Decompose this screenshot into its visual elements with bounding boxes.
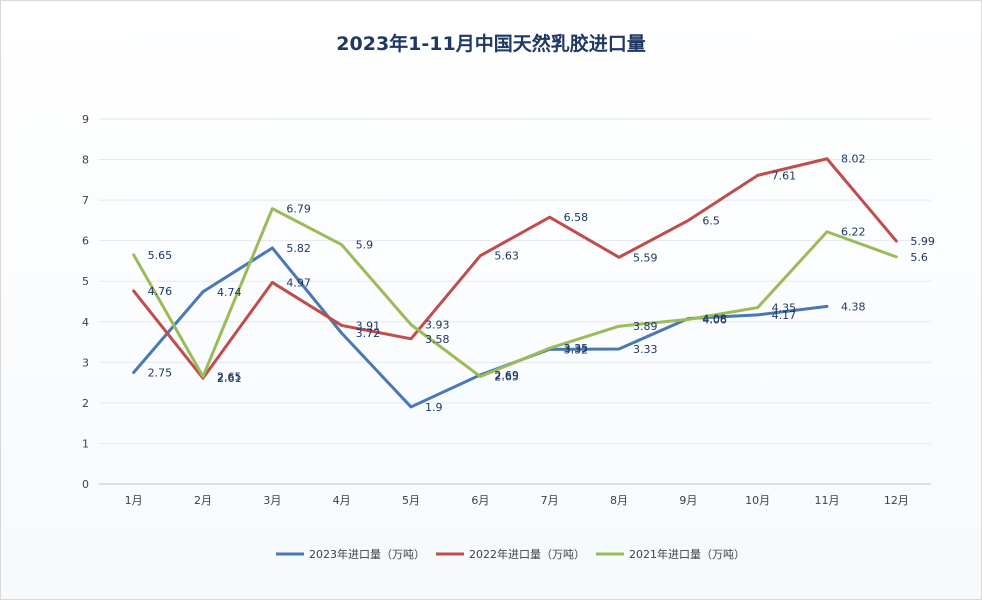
data-label: 3.72 bbox=[356, 327, 381, 340]
y-tick-label: 8 bbox=[82, 154, 89, 167]
data-label: 2.65 bbox=[494, 371, 519, 384]
data-label: 5.65 bbox=[148, 249, 173, 262]
y-tick-label: 5 bbox=[82, 275, 89, 288]
data-label: 2.61 bbox=[217, 372, 242, 385]
x-tick-label: 5月 bbox=[402, 494, 420, 507]
y-axis-ticks: 0 1 2 3 4 5 6 7 8 9 bbox=[82, 113, 89, 491]
x-axis-ticks: 1月 2月 3月 4月 5月 6月 7月 8月 9月 10月 11月 12月 bbox=[125, 494, 909, 507]
data-label: 5.63 bbox=[494, 250, 519, 263]
x-tick-label: 8月 bbox=[610, 494, 628, 507]
x-tick-label: 3月 bbox=[263, 494, 281, 507]
series-lines bbox=[132, 157, 898, 409]
y-tick-label: 4 bbox=[82, 316, 89, 329]
legend-label: 2022年进口量（万吨） bbox=[469, 547, 585, 561]
data-label: 4.74 bbox=[217, 286, 242, 299]
data-label: 1.9 bbox=[425, 401, 443, 414]
y-tick-label: 3 bbox=[82, 356, 89, 369]
legend-item-1: 2022年进口量（万吨） bbox=[436, 547, 585, 561]
data-label: 3.35 bbox=[564, 342, 589, 355]
legend-label: 2021年进口量（万吨） bbox=[629, 547, 745, 561]
data-label: 5.82 bbox=[286, 242, 311, 255]
data-label: 6.22 bbox=[841, 226, 866, 239]
x-tick-label: 12月 bbox=[884, 494, 909, 507]
x-tick-label: 1月 bbox=[125, 494, 143, 507]
data-label: 2.69 bbox=[494, 369, 519, 382]
x-tick-label: 7月 bbox=[541, 494, 559, 507]
y-tick-label: 9 bbox=[82, 113, 89, 126]
data-label: 4.38 bbox=[841, 300, 866, 313]
data-label: 5.99 bbox=[910, 235, 935, 248]
x-tick-label: 4月 bbox=[333, 494, 351, 507]
data-label: 6.79 bbox=[286, 203, 311, 216]
data-label: 6.58 bbox=[564, 211, 589, 224]
data-label: 4.08 bbox=[702, 313, 727, 326]
data-label: 3.32 bbox=[564, 343, 589, 356]
data-label: 8.02 bbox=[841, 153, 866, 166]
x-tick-label: 2月 bbox=[194, 494, 212, 507]
data-label: 3.58 bbox=[425, 333, 450, 346]
gridlines bbox=[99, 118, 931, 485]
y-tick-label: 1 bbox=[82, 437, 89, 450]
legend: 2023年进口量（万吨） 2022年进口量（万吨） 2021年进口量（万吨） bbox=[276, 547, 745, 561]
chart-title: 2023年1-11月中国天然乳胶进口量 bbox=[336, 33, 646, 55]
x-tick-label: 11月 bbox=[815, 494, 840, 507]
series-line-1 bbox=[132, 157, 898, 380]
data-label: 3.89 bbox=[633, 320, 658, 333]
y-tick-label: 6 bbox=[82, 235, 89, 248]
data-label: 3.93 bbox=[425, 319, 450, 332]
data-label: 7.61 bbox=[772, 169, 797, 182]
data-label: 2.75 bbox=[148, 366, 173, 379]
data-label: 4.06 bbox=[702, 313, 727, 326]
legend-item-0: 2023年进口量（万吨） bbox=[276, 547, 425, 561]
data-label: 6.5 bbox=[702, 214, 720, 227]
data-label: 4.17 bbox=[772, 309, 797, 322]
y-tick-label: 0 bbox=[82, 478, 89, 491]
x-tick-label: 10月 bbox=[745, 494, 770, 507]
data-labels: 2.754.745.823.721.92.693.32 3.334.08 4.174… bbox=[148, 153, 935, 414]
series-line-2 bbox=[132, 207, 898, 379]
x-tick-label: 6月 bbox=[471, 494, 489, 507]
data-label: 2.65 bbox=[217, 371, 242, 384]
data-label: 3.33 bbox=[633, 343, 658, 356]
data-label: 5.59 bbox=[633, 251, 658, 264]
legend-label: 2023年进口量（万吨） bbox=[309, 547, 425, 561]
data-label: 4.35 bbox=[772, 302, 797, 315]
y-tick-label: 7 bbox=[82, 194, 89, 207]
data-label: 5.9 bbox=[356, 239, 374, 252]
data-label: 4.97 bbox=[286, 276, 311, 289]
legend-item-2: 2021年进口量（万吨） bbox=[596, 547, 745, 561]
y-tick-label: 2 bbox=[82, 397, 89, 410]
data-label: 3.91 bbox=[356, 319, 381, 332]
x-tick-label: 9月 bbox=[679, 494, 697, 507]
data-label: 5.6 bbox=[910, 251, 928, 264]
data-label: 4.76 bbox=[148, 285, 173, 298]
